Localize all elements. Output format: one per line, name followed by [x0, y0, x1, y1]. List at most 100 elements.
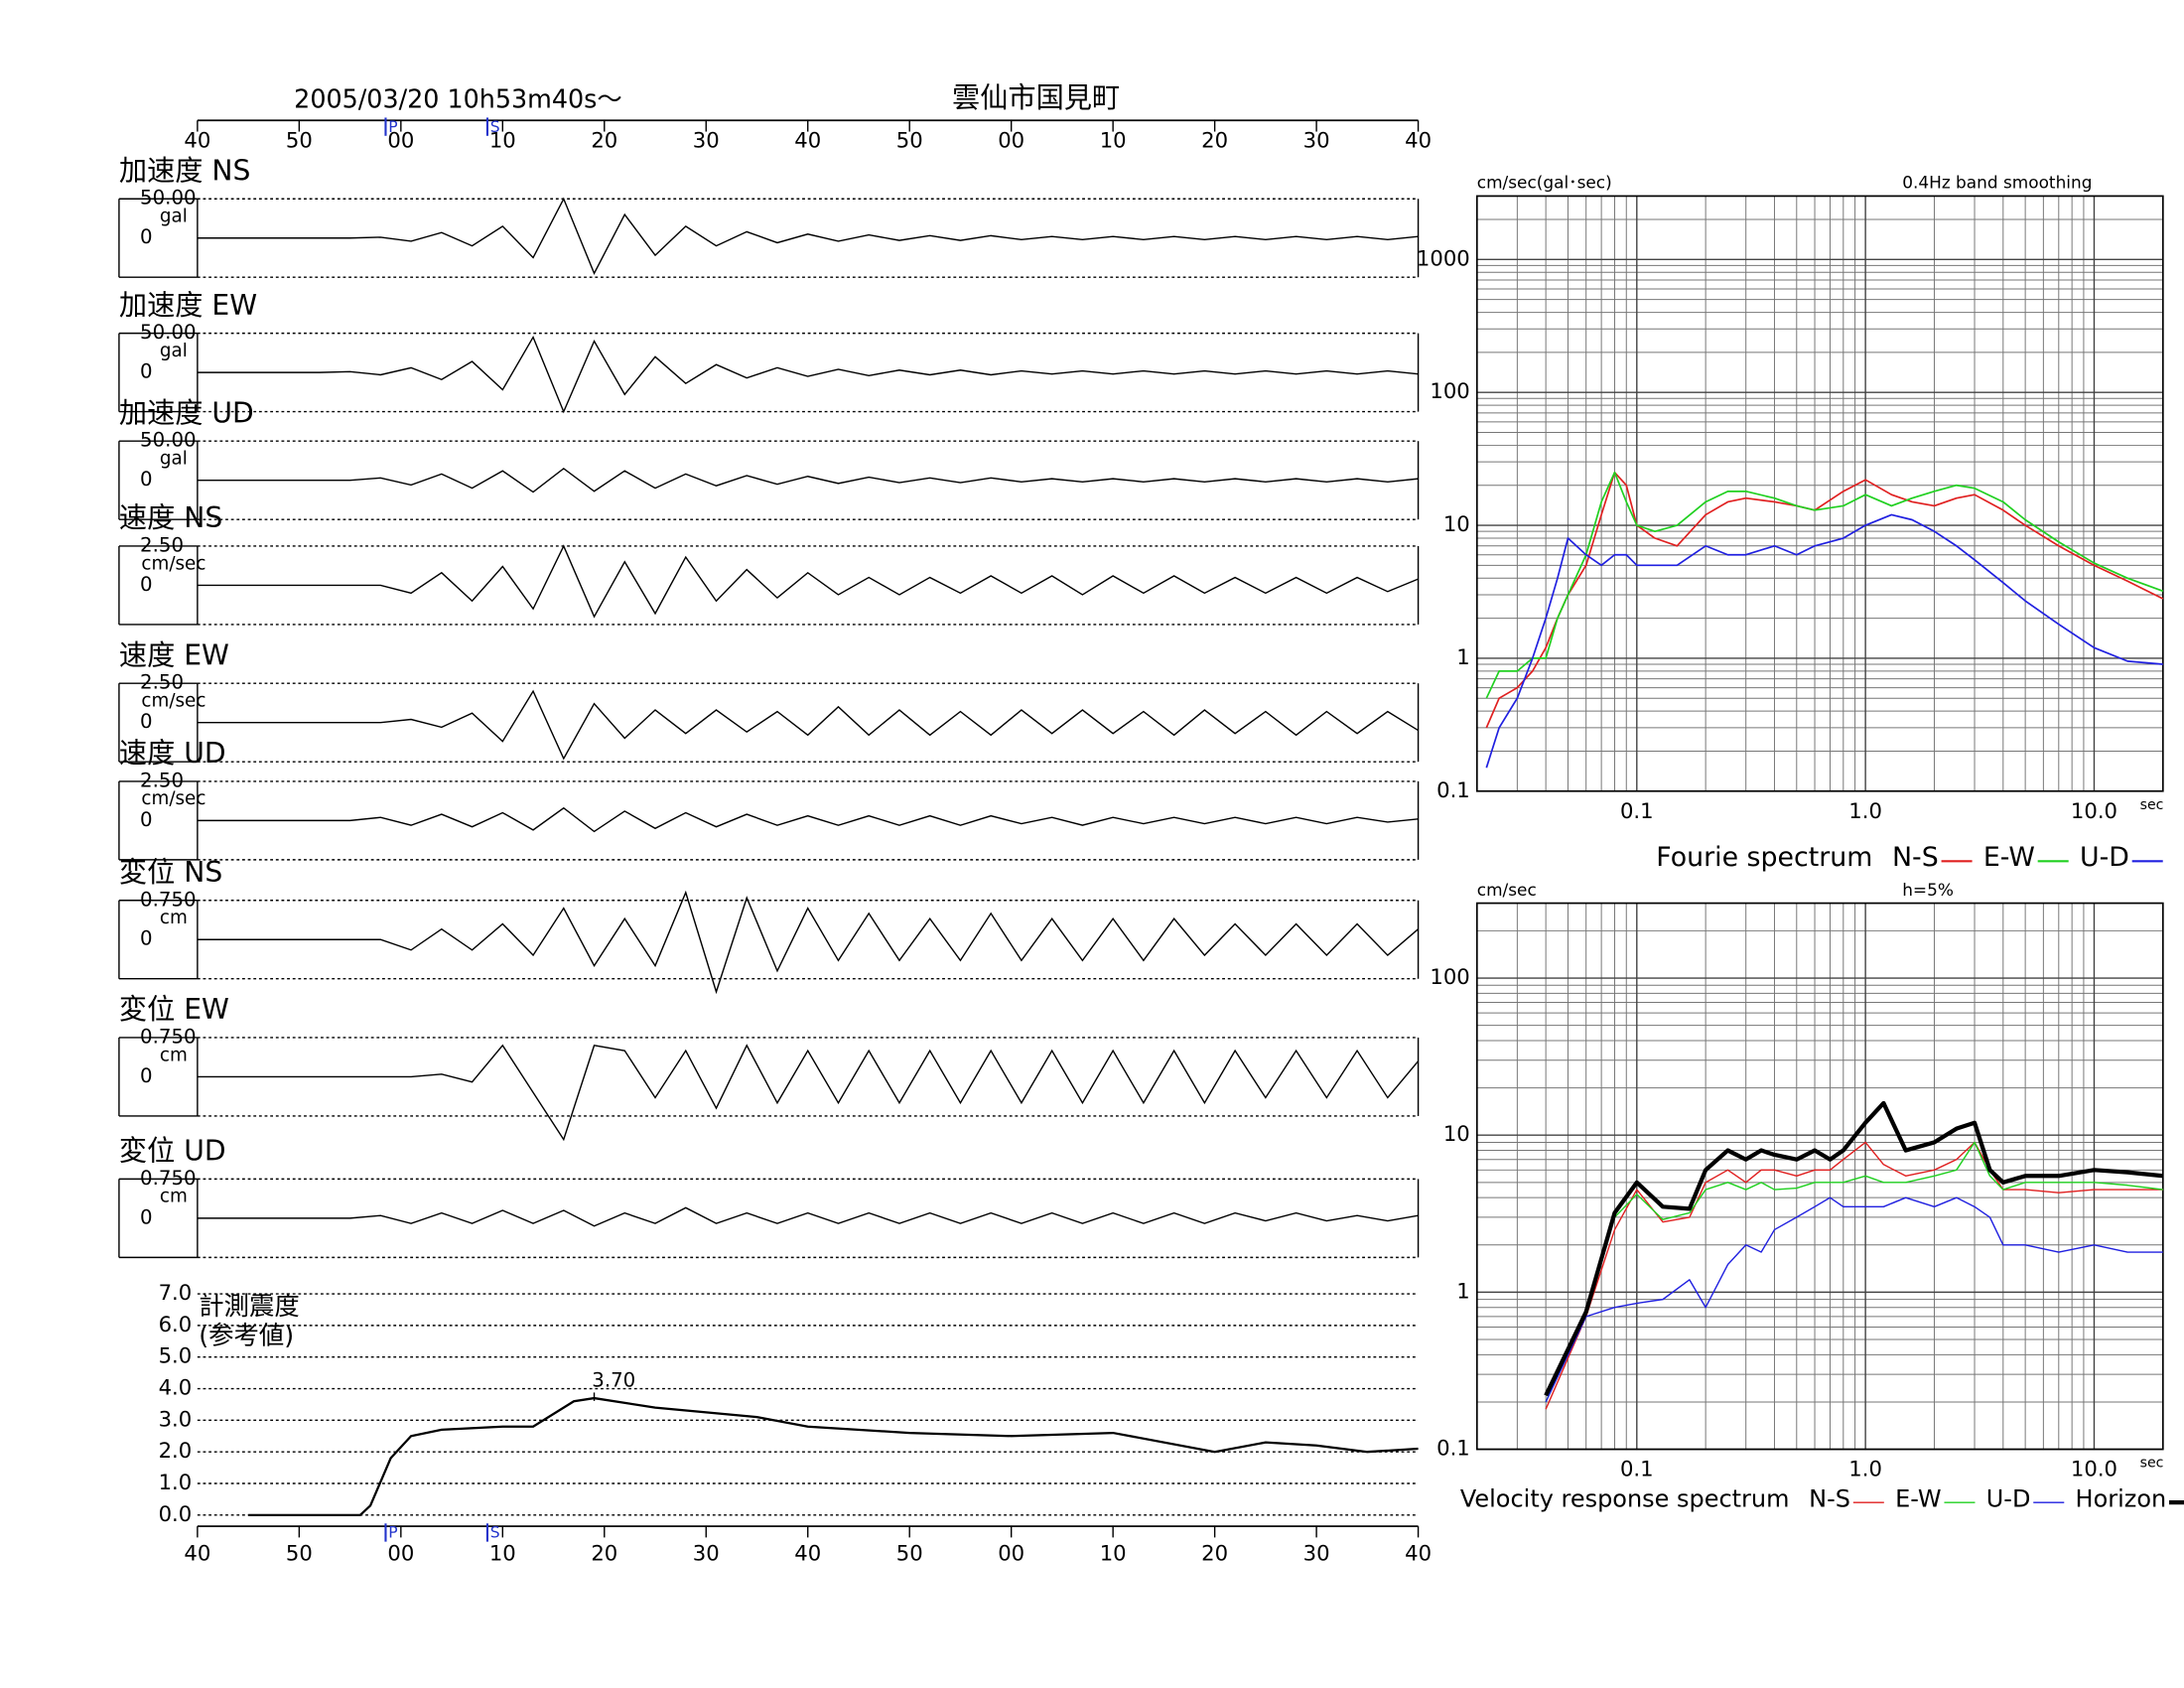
y-tick-label: 1 — [1456, 644, 1469, 669]
unit-label: cm — [160, 1045, 188, 1065]
time-tick-label: 30 — [1303, 127, 1330, 152]
trace-label: 速度 UD — [119, 737, 226, 770]
time-tick-label: 50 — [896, 1540, 923, 1565]
time-tick-label: 40 — [1405, 127, 1432, 152]
phase-label: S — [490, 118, 500, 136]
y-tick-label: 100 — [1430, 964, 1469, 989]
trace-label: 変位 UD — [119, 1135, 226, 1168]
y-tick-label: 2.50 — [140, 769, 184, 791]
unit-label: cm/sec — [141, 788, 205, 809]
time-tick-label: 00 — [998, 1540, 1024, 1565]
time-tick-label: 00 — [387, 127, 414, 152]
plot-note: 0.4Hz band smoothing — [1902, 173, 2092, 193]
trace-label: 加速度 UD — [119, 396, 254, 429]
phase-label: P — [388, 118, 397, 136]
trace-label: 速度 EW — [119, 638, 229, 671]
x-axis-label: sec — [2140, 1456, 2164, 1472]
legend-title: Fourie spectrum — [1656, 842, 1872, 873]
y-tick-label: 0 — [140, 573, 153, 596]
trace-label: 変位 NS — [119, 856, 222, 889]
x-tick-label: 1.0 — [1848, 798, 1882, 823]
phase-label: S — [490, 1524, 500, 1542]
spectrum-line — [1485, 513, 2163, 769]
peak-label: 3.70 — [592, 1369, 635, 1392]
x-tick-label: 10.0 — [2071, 798, 2117, 823]
time-tick-label: 20 — [1201, 1540, 1228, 1565]
waveform-trace — [197, 1206, 1419, 1227]
y-tick-label: 1.0 — [159, 1470, 193, 1494]
y-tick-label: 0 — [140, 225, 153, 248]
intensity-subtitle: (参考値) — [199, 1321, 294, 1350]
x-axis-label: sec — [2140, 797, 2164, 813]
unit-label: gal — [160, 341, 188, 361]
y-tick-label: 1000 — [1417, 245, 1470, 270]
time-tick-label: 00 — [387, 1540, 414, 1565]
y-tick-label: 0 — [140, 360, 153, 383]
waveform-trace — [197, 335, 1419, 414]
y-tick-label: 2.0 — [159, 1438, 193, 1463]
time-tick-label: 10 — [489, 127, 516, 152]
time-tick-label: 40 — [1405, 1540, 1432, 1565]
station-location: 雲仙市国見町 — [952, 81, 1120, 114]
y-tick-label: 0.1 — [1436, 1436, 1470, 1461]
time-tick-label: 30 — [693, 127, 720, 152]
record-datetime: 2005/03/20 10h53m40s〜 — [294, 84, 622, 114]
unit-label: cm — [160, 1187, 188, 1207]
plot-frame — [1475, 902, 2164, 1451]
trace-label: 変位 EW — [119, 993, 229, 1026]
spectrum-line — [1545, 1141, 2163, 1410]
x-tick-label: 0.1 — [1620, 798, 1654, 823]
time-tick-label: 10 — [1100, 127, 1127, 152]
time-tick-label: 00 — [998, 127, 1024, 152]
time-tick-label: 20 — [1201, 127, 1228, 152]
time-tick-label: 40 — [794, 127, 821, 152]
waveform-trace — [197, 197, 1419, 275]
y-tick-label: 0.750 — [140, 1167, 197, 1190]
waveform-trace — [197, 890, 1420, 995]
unit-label: cm/sec — [141, 553, 205, 574]
y-tick-label: 50.00 — [140, 187, 197, 210]
spectrum-line — [1545, 1141, 2163, 1403]
unit-label: gal — [160, 207, 188, 227]
time-tick-label: 10 — [489, 1540, 516, 1565]
y-tick-label: 0 — [140, 808, 153, 831]
spectrum-line — [1485, 471, 2164, 699]
y-tick-label: 2.50 — [140, 533, 184, 556]
legend-title: Velocity response spectrum — [1460, 1484, 1790, 1512]
y-tick-label: 2.50 — [140, 671, 184, 694]
y-tick-label: 0.750 — [140, 1025, 197, 1048]
plot-frame — [1475, 195, 2164, 792]
time-tick-label: 10 — [1100, 1540, 1127, 1565]
legend-label: U-D — [1986, 1484, 2031, 1512]
y-tick-label: 0.1 — [1436, 777, 1470, 802]
y-axis-label: cm/sec — [1477, 880, 1537, 900]
intensity-title: 計測震度 — [199, 1291, 299, 1321]
y-tick-label: 5.0 — [159, 1343, 193, 1368]
y-tick-label: 10 — [1443, 511, 1470, 536]
y-tick-label: 1 — [1456, 1278, 1469, 1303]
y-tick-label: 4.0 — [159, 1375, 193, 1400]
legend-label: N-S — [1809, 1484, 1850, 1512]
time-tick-label: 20 — [591, 1540, 617, 1565]
legend-label: Horizon — [2076, 1484, 2167, 1512]
y-tick-label: 0 — [140, 1205, 153, 1228]
time-tick-label: 40 — [184, 127, 210, 152]
waveform-trace — [197, 467, 1419, 493]
waveform-trace — [197, 806, 1419, 833]
y-tick-label: 3.0 — [159, 1406, 193, 1431]
time-tick-label: 20 — [591, 127, 617, 152]
y-tick-label: 0.750 — [140, 888, 197, 911]
time-tick-label: 40 — [794, 1540, 821, 1565]
unit-label: cm/sec — [141, 691, 205, 712]
y-axis-label: cm/sec(gal･sec) — [1477, 173, 1612, 193]
spectrum-line — [1545, 1196, 2163, 1403]
y-tick-label: 6.0 — [159, 1312, 193, 1336]
time-tick-label: 30 — [1303, 1540, 1330, 1565]
phase-label: P — [388, 1524, 397, 1542]
trace-label: 加速度 EW — [119, 289, 257, 322]
y-tick-label: 7.0 — [159, 1280, 193, 1305]
waveform-trace — [197, 1044, 1420, 1142]
